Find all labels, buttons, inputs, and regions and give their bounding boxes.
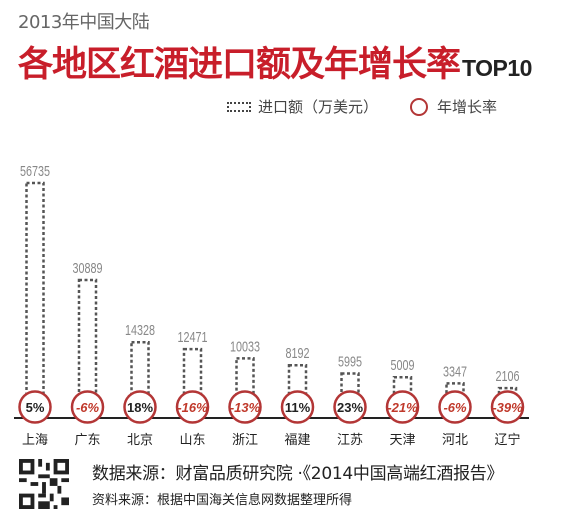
- growth-rate-label: -39%: [492, 400, 523, 415]
- legend-item-growth: 年增长率: [378, 96, 497, 117]
- import-value-label: 10033: [230, 338, 260, 355]
- dotted-bar-swatch-icon: [227, 101, 251, 112]
- import-value-label: 14328: [125, 321, 155, 338]
- chart-title: 各地区红酒进口额及年增长率 TOP10: [18, 36, 532, 85]
- growth-circle: [70, 390, 105, 424]
- growth-circle: [490, 390, 525, 424]
- growth-rate-label: 11%: [285, 400, 311, 415]
- footer-source: 数据来源：财富品质研究院 ·《2014中国高端红酒报告》: [92, 464, 504, 484]
- growth-circle: [385, 390, 420, 424]
- import-bar: [130, 340, 150, 398]
- category-label: 山东: [179, 433, 205, 448]
- growth-rate-label: -16%: [177, 400, 208, 415]
- growth-circle: [438, 390, 472, 424]
- growth-rate-label: -6%: [76, 400, 100, 415]
- growth-rate-label: -6%: [443, 400, 467, 415]
- growth-circle: [228, 390, 262, 424]
- import-value-label: 30889: [73, 259, 103, 276]
- footer-note: 资料来源：根据中国海关信息网数据整理所得: [92, 493, 353, 508]
- growth-rate-label: -13%: [230, 400, 261, 415]
- legend-item-import: 进口额（万美元）: [227, 96, 378, 117]
- chart-subtitle: 2013年中国大陆: [18, 12, 150, 33]
- import-bar: [340, 372, 360, 398]
- import-bar: [25, 181, 45, 398]
- category-label: 辽宁: [494, 432, 520, 448]
- growth-circle: [175, 390, 210, 424]
- import-bar: [182, 347, 203, 398]
- category-label: 广东: [74, 433, 100, 448]
- growth-circle: [123, 390, 157, 424]
- import-bar: [77, 278, 98, 398]
- growth-rate-label: 18%: [127, 400, 153, 415]
- legend-growth-label: 年增长率: [437, 98, 498, 116]
- growth-circle: [333, 390, 367, 424]
- category-label: 天津: [389, 433, 415, 448]
- category-label: 河北: [442, 433, 468, 448]
- import-value-label: 2106: [496, 367, 520, 384]
- import-value-label: 5995: [338, 353, 362, 370]
- growth-rate-label: 23%: [337, 400, 363, 415]
- import-value-label: 12471: [178, 328, 208, 345]
- import-value-label: 5009: [391, 356, 415, 373]
- legend-import-label: 进口额（万美元）: [258, 98, 379, 116]
- category-label: 浙江: [232, 433, 258, 448]
- import-bar: [445, 382, 465, 398]
- category-label: 福建: [284, 433, 310, 448]
- growth-circle: [18, 390, 52, 424]
- import-value-label: 8192: [286, 344, 310, 361]
- growth-circle: [280, 390, 315, 424]
- growth-rate-label: 5%: [26, 400, 45, 415]
- chart-legend: 进口额（万美元） 年增长率: [227, 96, 497, 117]
- circle-swatch-icon: [410, 97, 429, 116]
- chart-title-main: 各地区红酒进口额及年增长率: [18, 45, 461, 85]
- footer: 数据来源：财富品质研究院 ·《2014中国高端红酒报告》 资料来源：根据中国海关…: [18, 459, 503, 509]
- category-label: 北京: [127, 433, 153, 448]
- qr-code-icon: [19, 459, 69, 509]
- import-value-label: 56735: [20, 162, 50, 179]
- chart-title-suffix: TOP10: [462, 55, 532, 81]
- growth-rate-label: -21%: [387, 400, 418, 415]
- category-label: 江苏: [337, 432, 363, 448]
- import-value-label: 3347: [443, 363, 467, 380]
- category-label: 上海: [22, 433, 48, 448]
